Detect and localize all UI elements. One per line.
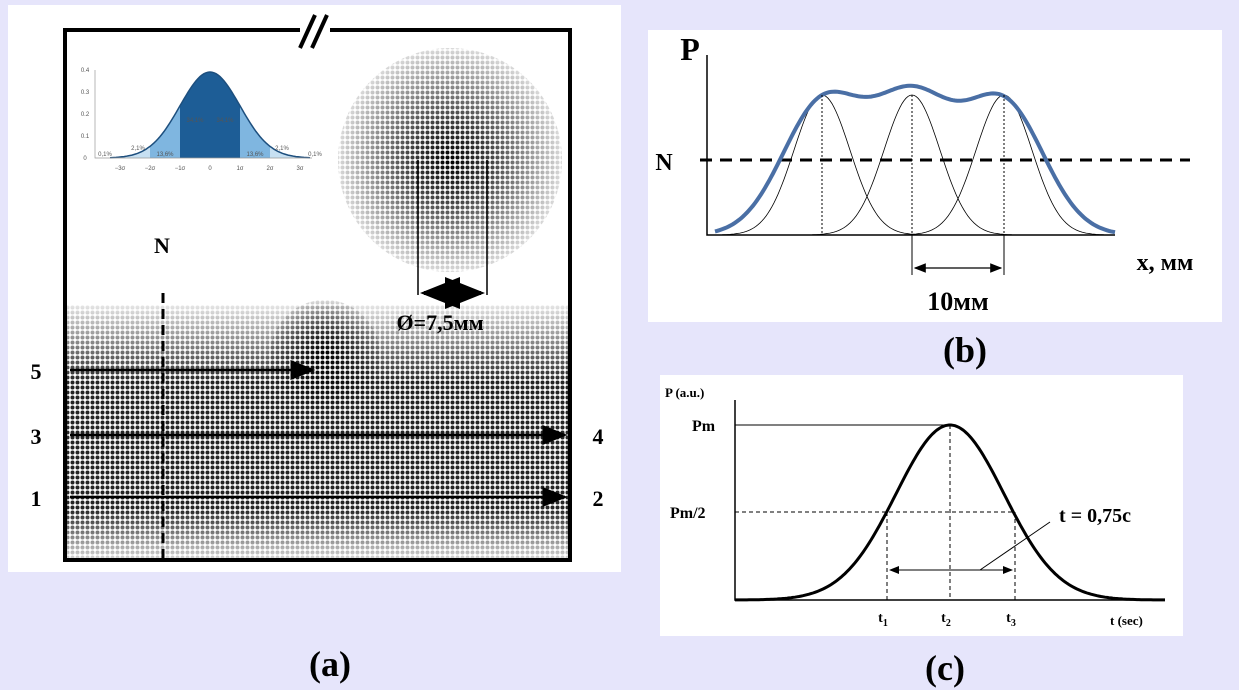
t-base: t	[941, 611, 946, 626]
t-mark: t2	[941, 611, 951, 629]
panel-b	[648, 30, 1222, 322]
n-label: N	[655, 150, 673, 176]
t-marks: t1 t2 t3	[878, 611, 1016, 629]
gaussian-inset: 0 0.1 0.2 0.3 0.4 −3σ −2σ −1σ 0 1σ 2σ 3σ 0,1% 2,1% 13,…	[81, 68, 323, 172]
caption: (a)	[309, 644, 351, 684]
inset-x-tick: −3σ	[115, 166, 126, 172]
t-mark: t3	[1006, 611, 1016, 629]
t-sub: 1	[883, 618, 888, 629]
inset-percent: 0,1%	[98, 152, 112, 158]
inset-band	[180, 72, 240, 158]
inset-y-tick: 0	[83, 156, 87, 162]
x-label: x, мм	[1137, 250, 1194, 276]
panel-c	[660, 375, 1183, 636]
inset-x-tick: 2σ	[266, 166, 273, 172]
spacing-label: 10мм	[927, 287, 988, 316]
inset-y-tick: 0.2	[81, 112, 90, 118]
leader	[979, 521, 1051, 571]
inset-percent: 2,1%	[131, 146, 145, 152]
duration-label: t = 0,75c	[1059, 505, 1131, 527]
t-sub: 3	[1011, 618, 1016, 629]
break-mark	[298, 14, 329, 49]
beam-spot	[338, 48, 562, 272]
y-label: P	[680, 31, 700, 67]
pass-label: 3	[31, 424, 42, 449]
inset-curve	[109, 71, 311, 159]
inset-y-tick: 0.4	[81, 68, 90, 74]
inset-percent: 2,1%	[275, 146, 289, 152]
inset-percent: 0,1%	[308, 152, 322, 158]
inset-axes	[94, 70, 312, 159]
center-lines	[821, 95, 1005, 235]
diameter-guides	[417, 160, 488, 295]
inset-x-tick: −2σ	[145, 166, 156, 172]
inset-x-tick: 3σ	[296, 166, 303, 172]
halftone-band	[67, 300, 568, 558]
pass-label: 2	[593, 486, 604, 511]
sum-profile	[714, 83, 1116, 235]
diameter-label: Ø=7,5мм	[396, 310, 483, 335]
spacing-guides	[911, 235, 1005, 275]
inset-x-tick: 0	[208, 166, 212, 172]
inset-percent: 34,1%	[186, 118, 204, 124]
inset-percent: 13,6%	[156, 152, 174, 158]
inset-y-tick: 0.1	[81, 134, 90, 140]
inset-percent: 34,1%	[216, 118, 234, 124]
inset-y-tick: 0.3	[81, 90, 90, 96]
half-peak-label: Pm/2	[670, 505, 706, 522]
break-gap	[300, 25, 330, 35]
pass-label: 1	[31, 486, 42, 511]
caption: (b)	[943, 330, 987, 370]
t-base: t	[878, 611, 883, 626]
t-sub: 2	[946, 618, 951, 629]
inset-percent: 13,6%	[246, 152, 264, 158]
pass-label: 4	[593, 424, 604, 449]
inset-x-tick: −1σ	[175, 166, 186, 172]
guides	[735, 425, 1016, 600]
peak-label: Pm	[692, 418, 716, 435]
x-label: t (sec)	[1110, 613, 1143, 628]
n-label: N	[154, 233, 170, 258]
y-label: P (a.u.)	[665, 385, 704, 400]
pass-label: 5	[31, 359, 42, 384]
t-base: t	[1006, 611, 1011, 626]
axes	[706, 55, 1115, 236]
inset-x-tick: 1σ	[236, 166, 243, 172]
caption: (c)	[925, 648, 965, 688]
t-mark: t1	[878, 611, 888, 629]
